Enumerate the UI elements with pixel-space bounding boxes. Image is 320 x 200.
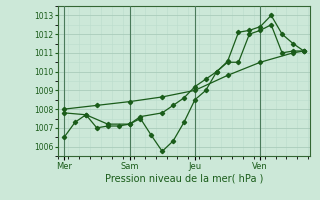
X-axis label: Pression niveau de la mer( hPa ): Pression niveau de la mer( hPa ) [105,173,263,183]
